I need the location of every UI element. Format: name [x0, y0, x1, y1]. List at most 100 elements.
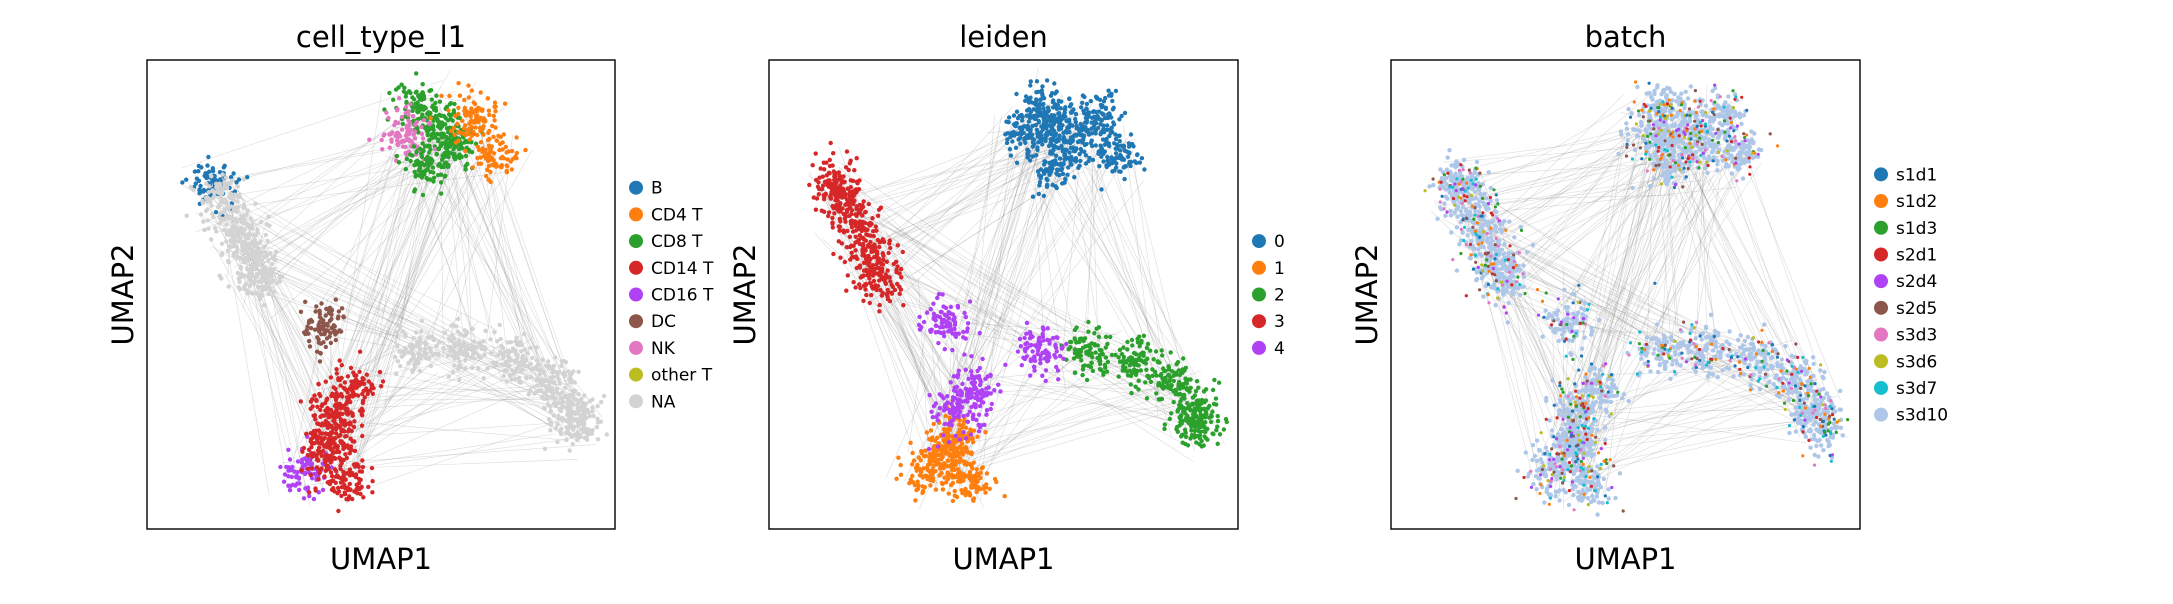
cell-point	[403, 332, 408, 337]
cell-point	[963, 425, 969, 430]
cell-point	[947, 464, 952, 469]
cell-point	[217, 211, 223, 216]
cell-point	[341, 441, 346, 446]
cell-point	[491, 151, 497, 156]
cell-point	[1196, 385, 1201, 390]
cell-point	[464, 330, 470, 335]
legend-marker	[1252, 287, 1266, 302]
cell-point	[910, 462, 915, 467]
cell-point	[595, 437, 601, 442]
cell-point	[950, 475, 955, 480]
cell-point	[874, 262, 879, 267]
cell-point	[583, 429, 588, 435]
cell-point	[1120, 368, 1125, 373]
cell-point	[1139, 340, 1144, 345]
cell-point	[549, 388, 555, 394]
cell-point	[965, 473, 971, 479]
cell-point	[1725, 109, 1730, 114]
cell-point	[1097, 97, 1103, 103]
cell-point	[556, 391, 561, 396]
cell-point	[495, 339, 500, 344]
cell-point	[243, 258, 249, 263]
cell-point	[459, 348, 464, 353]
cell-point	[1655, 102, 1660, 107]
cell-point	[1077, 152, 1082, 157]
cell-point	[359, 469, 365, 474]
cell-point	[1082, 94, 1087, 100]
cell-point	[862, 247, 868, 252]
cell-point	[1003, 362, 1008, 367]
cell-point	[369, 465, 375, 471]
cell-point	[1184, 416, 1189, 421]
cell-point	[503, 359, 509, 365]
cell-point	[515, 356, 520, 361]
cell-point	[1213, 396, 1219, 401]
cell-point	[1160, 353, 1165, 358]
cell-point	[444, 104, 449, 110]
cell-point	[1181, 356, 1186, 361]
cell-point	[935, 444, 941, 449]
cell-point	[881, 257, 886, 262]
cell-point	[1710, 148, 1716, 154]
cell-point	[548, 375, 553, 381]
cell-point	[946, 491, 951, 496]
cell-point	[192, 169, 198, 174]
cell-point	[492, 100, 498, 105]
cell-point	[924, 465, 929, 470]
cell-point	[364, 372, 369, 377]
cell-point	[222, 182, 227, 187]
cell-point	[350, 496, 355, 502]
cell-point	[296, 487, 302, 493]
cell-point	[239, 256, 244, 261]
cell-point	[556, 377, 562, 382]
cell-point	[928, 328, 933, 333]
cell-point	[897, 291, 902, 296]
cell-point	[853, 212, 858, 217]
cell-point	[930, 446, 936, 452]
cell-point	[1202, 424, 1207, 430]
cell-point	[1141, 333, 1147, 338]
legend-marker	[629, 234, 643, 249]
cell-point	[1099, 187, 1104, 192]
cell-point	[1653, 152, 1658, 157]
cell-point	[1024, 331, 1029, 336]
cell-point	[510, 348, 515, 354]
cell-point	[929, 409, 934, 414]
cell-point	[1056, 98, 1062, 104]
cell-point	[420, 136, 426, 141]
cell-point	[322, 328, 327, 333]
cell-point	[1073, 132, 1078, 137]
cell-point	[954, 458, 959, 464]
cell-point	[942, 334, 947, 339]
cell-point	[494, 138, 500, 143]
cell-point	[483, 328, 488, 333]
cell-point	[1129, 359, 1135, 364]
cell-point	[930, 454, 935, 459]
cell-point	[1166, 364, 1171, 369]
legend-label: 3	[1274, 312, 1285, 332]
cell-point	[994, 479, 999, 485]
cell-point	[528, 374, 534, 380]
cell-point	[338, 406, 344, 411]
cell-point	[318, 393, 323, 399]
cell-point	[1104, 139, 1109, 144]
cell-point	[873, 283, 878, 288]
cell-point	[447, 93, 452, 99]
cell-point	[333, 386, 338, 392]
cell-point	[1163, 375, 1168, 380]
cell-point	[1025, 133, 1030, 138]
cell-point	[860, 235, 866, 240]
cell-point	[1663, 109, 1668, 114]
cell-point	[552, 380, 557, 385]
cell-point	[857, 211, 863, 216]
cell-point	[1710, 127, 1715, 132]
cell-point	[345, 374, 351, 379]
cell-point	[332, 445, 338, 450]
cell-point	[1063, 129, 1069, 134]
cell-point	[581, 411, 586, 416]
cell-point	[854, 265, 859, 271]
cell-point	[940, 292, 945, 297]
cell-point	[917, 314, 922, 320]
cell-point	[303, 299, 308, 304]
cell-point	[1040, 350, 1045, 356]
